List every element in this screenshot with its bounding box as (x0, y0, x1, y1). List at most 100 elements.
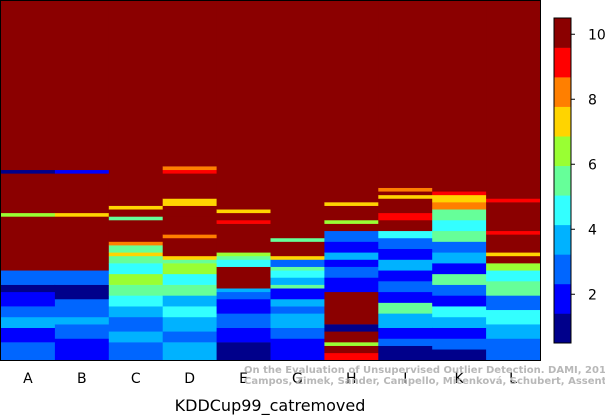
heatmap-cell-C-16 (108, 1, 164, 206)
heatmap-cell-D-3 (162, 306, 217, 318)
heatmap-cell-I-7 (378, 270, 433, 282)
heatmap-cell-K-0 (432, 349, 487, 361)
heatmap-cell-K-15 (432, 194, 487, 203)
heatmap-cell-I-17 (378, 187, 433, 192)
heatmap-cell-D-15 (162, 173, 217, 199)
heatmap-cell-L-3 (486, 295, 541, 311)
colorbar-tick-label-8: 8 (588, 92, 597, 108)
colorbar-segment-10 (554, 47, 571, 78)
colorbar-tick-label-10: 10 (588, 27, 605, 43)
heatmap-cell-C-10 (108, 245, 164, 253)
heatmap-cell-L-6 (486, 263, 541, 271)
heatmap-cell-H-11 (324, 230, 379, 242)
heatmap-cell-I-12 (378, 219, 433, 232)
heatmap-cell-K-17 (432, 1, 487, 192)
heatmap-cell-K-6 (432, 284, 487, 296)
heatmap-cell-G-4 (270, 298, 325, 307)
heatmap-cell-G-1 (270, 327, 325, 339)
heatmap-cell-H-4 (324, 324, 379, 332)
heatmap-cell-A-3 (1, 306, 56, 318)
heatmap-cell-H-9 (324, 252, 379, 260)
heatmap-cell-D-6 (162, 273, 217, 285)
watermark: On the Evaluation of Unsupervised Outlie… (244, 365, 605, 387)
heatmap-cell-I-15 (378, 194, 433, 199)
heatmap-cell-I-8 (378, 259, 433, 271)
heatmap-cell-A-11 (1, 1, 56, 171)
heatmap-cell-I-0 (378, 345, 433, 361)
heatmap-cell-L-2 (486, 309, 541, 325)
heatmap-cell-L-8 (486, 252, 541, 257)
heatmap-cell-B-1 (54, 324, 110, 339)
plot-area (1, 1, 541, 361)
heatmap-cell-K-12 (432, 219, 487, 232)
colorbar-tick-label-2: 2 (588, 287, 597, 303)
heatmap-cell-I-3 (378, 313, 433, 328)
heatmap-cell-C-2 (108, 316, 164, 332)
heatmap-cell-B-4 (54, 284, 110, 300)
heatmap-cell-H-10 (324, 241, 379, 253)
heatmap-cell-G-11 (270, 255, 325, 260)
heatmap-cell-C-5 (108, 284, 164, 296)
heatmap-cell-G-9 (270, 266, 325, 271)
heatmap-cell-K-3 (432, 316, 487, 328)
colorbar-tick-label-4: 4 (588, 222, 597, 238)
heatmap-cell-H-15 (324, 202, 379, 206)
heatmap-cell-D-7 (162, 263, 217, 275)
heatmap-cell-K-2 (432, 327, 487, 339)
heatmap-cell-C-0 (108, 342, 164, 361)
heatmap-cell-E-10 (216, 223, 271, 253)
heatmap-cell-G-6 (270, 284, 325, 289)
heatmap-cell-K-4 (432, 306, 487, 318)
heatmap-cell-D-9 (162, 255, 217, 260)
colorbar-segment-7 (554, 136, 571, 167)
heatmap-cell-H-1 (324, 345, 379, 354)
heatmap-cell-D-5 (162, 284, 217, 296)
heatmap-cell-E-6 (216, 266, 271, 289)
watermark-line-1: On the Evaluation of Unsupervised Outlie… (244, 365, 605, 376)
heatmap-cell-E-0 (216, 342, 271, 361)
heatmap-cell-H-7 (324, 266, 379, 278)
heatmap-cell-I-18 (378, 1, 433, 188)
heatmap-cell-E-11 (216, 219, 271, 224)
heatmap-cell-I-4 (378, 302, 433, 314)
x-axis-label: KDDCup99_catremoved (175, 396, 366, 415)
heatmap-cell-D-10 (162, 237, 217, 257)
colorbar-segment-6 (554, 165, 571, 196)
heatmap-cell-I-13 (378, 212, 433, 221)
heatmap-cell-A-6 (1, 270, 56, 285)
heatmap-cell-E-9 (216, 252, 271, 257)
heatmap-cell-E-4 (216, 291, 271, 300)
heatmap-cell-C-3 (108, 306, 164, 318)
heatmap-cell-H-13 (324, 219, 379, 224)
heatmap-cell-E-8 (216, 255, 271, 260)
colorbar-segment-1 (554, 313, 571, 344)
heatmap-cell-H-6 (324, 277, 379, 293)
plot-frame (0, 0, 541, 361)
heatmap-cell-C-12 (108, 219, 164, 242)
heatmap-cell-K-1 (432, 338, 487, 350)
heatmap-cell-I-14 (378, 198, 433, 214)
heatmap-cell-K-11 (432, 230, 487, 242)
heatmap-cell-D-4 (162, 295, 217, 307)
heatmap-cell-E-13 (216, 209, 271, 214)
heatmap-cell-D-1 (162, 331, 217, 343)
x-tick-label-D: D (184, 371, 195, 387)
heatmap-cell-G-12 (270, 241, 325, 257)
heatmap-cell-I-11 (378, 230, 433, 239)
x-tick-label-B: B (77, 371, 87, 387)
heatmap-cell-K-10 (432, 241, 487, 253)
heatmap-cell-B-6 (54, 216, 110, 271)
heatmap-cell-H-5 (324, 291, 379, 325)
heatmap-cell-C-7 (108, 263, 164, 275)
colorbar-segment-9 (554, 77, 571, 107)
colorbar-segment-11 (554, 18, 571, 48)
heatmap-cell-A-7 (1, 216, 56, 271)
heatmap-cell-E-2 (216, 313, 271, 328)
heatmap-cell-I-9 (378, 248, 433, 260)
heatmap-cell-G-5 (270, 288, 325, 300)
heatmap-cell-K-5 (432, 295, 487, 307)
heatmap-cell-L-5 (486, 270, 541, 282)
heatmap-cell-A-4 (1, 291, 56, 307)
heatmap-cell-L-9 (486, 234, 541, 253)
heatmap-cell-L-7 (486, 255, 541, 264)
